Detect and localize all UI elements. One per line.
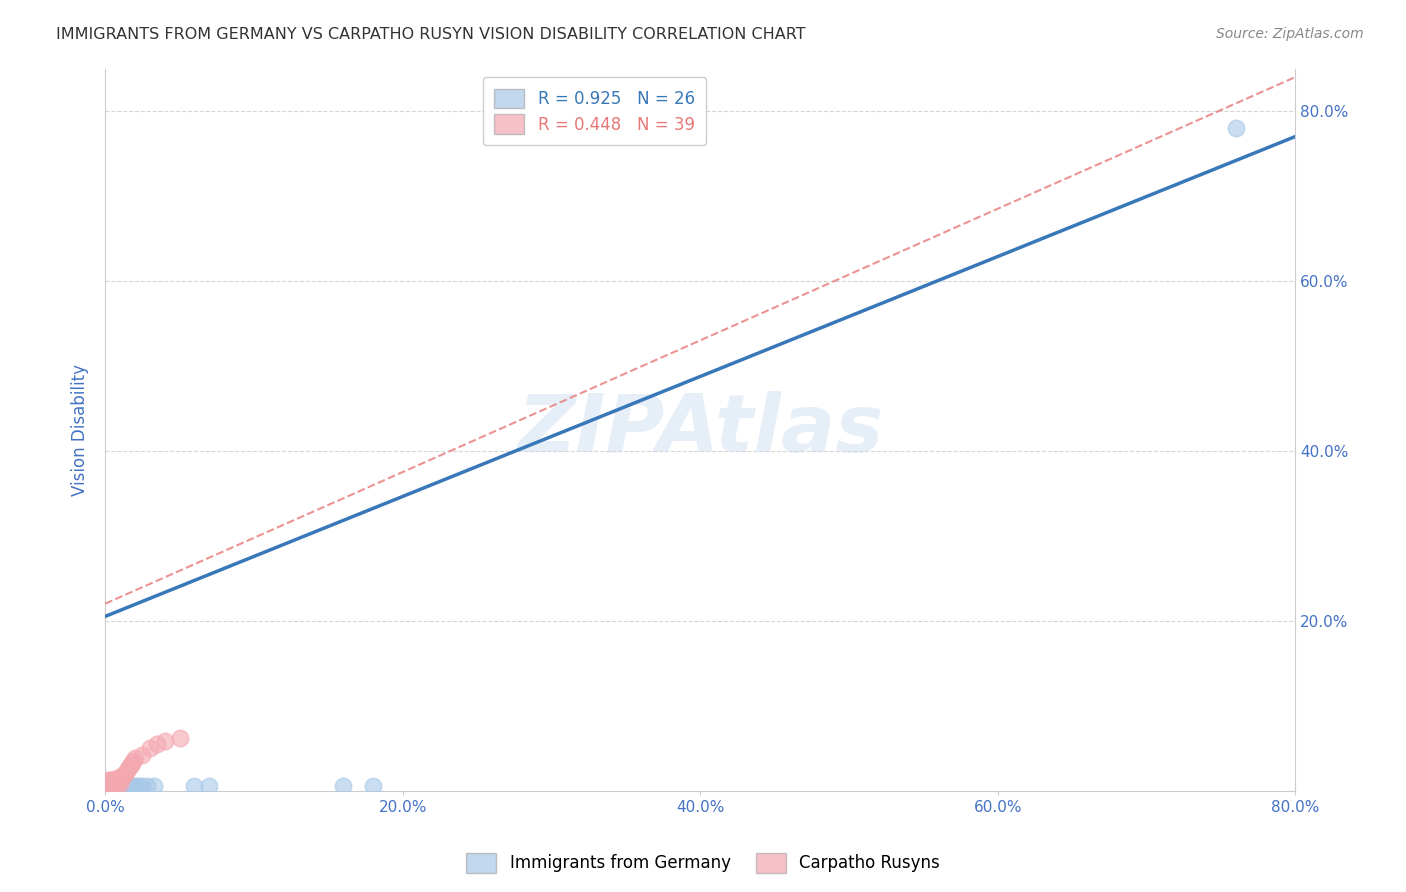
Point [104, 777, 127, 791]
Point [117, 779, 139, 793]
Point [112, 768, 135, 782]
Point [96, 779, 118, 793]
Point [183, 779, 205, 793]
Point [105, 777, 128, 791]
Point [107, 773, 129, 788]
Legend: Immigrants from Germany, Carpatho Rusyns: Immigrants from Germany, Carpatho Rusyns [460, 847, 946, 880]
Point [108, 777, 131, 791]
Point [96, 777, 118, 791]
Point [98, 777, 121, 791]
Point [124, 779, 146, 793]
Point [118, 760, 141, 774]
Point [100, 779, 122, 793]
Point [153, 734, 176, 748]
Point [121, 779, 143, 793]
Text: IMMIGRANTS FROM GERMANY VS CARPATHO RUSYN VISION DISABILITY CORRELATION CHART: IMMIGRANTS FROM GERMANY VS CARPATHO RUSY… [56, 27, 806, 42]
Point [198, 779, 221, 793]
Point [143, 779, 166, 793]
Point [101, 773, 124, 788]
Point [110, 779, 132, 793]
Point [131, 779, 153, 793]
Point [101, 779, 124, 793]
Point [135, 779, 157, 793]
Point [110, 771, 132, 785]
Point [124, 751, 146, 765]
Point [115, 764, 138, 779]
Point [97, 773, 120, 788]
Point [120, 758, 142, 772]
Point [98, 779, 121, 793]
Point [127, 779, 149, 793]
Point [96, 775, 118, 789]
Point [105, 771, 128, 785]
Point [108, 771, 131, 785]
Point [98, 773, 121, 788]
Legend: R = 0.925   N = 26, R = 0.448   N = 39: R = 0.925 N = 26, R = 0.448 N = 39 [482, 77, 706, 145]
Point [97, 779, 120, 793]
Text: Source: ZipAtlas.com: Source: ZipAtlas.com [1216, 27, 1364, 41]
Point [100, 773, 122, 788]
Point [332, 779, 354, 793]
Point [361, 779, 384, 793]
Point [117, 762, 139, 776]
Text: ZIPAtlas: ZIPAtlas [517, 391, 883, 468]
Point [112, 779, 135, 793]
Point [121, 756, 143, 771]
Point [103, 777, 125, 791]
Point [104, 779, 127, 793]
Point [108, 779, 131, 793]
Point [97, 777, 120, 791]
Point [104, 773, 127, 788]
Point [122, 754, 145, 768]
Point [100, 779, 122, 793]
Point [114, 779, 136, 793]
Point [105, 779, 128, 793]
Point [118, 779, 141, 793]
Point [115, 779, 138, 793]
Point [101, 779, 124, 793]
Point [100, 777, 122, 791]
Point [131, 747, 153, 762]
Point [101, 777, 124, 791]
Point [146, 737, 169, 751]
Point [97, 779, 120, 793]
Y-axis label: Vision Disability: Vision Disability [72, 364, 89, 496]
Point [1225, 120, 1247, 135]
Point [103, 773, 125, 788]
Point [103, 779, 125, 793]
Point [107, 779, 129, 793]
Point [139, 741, 162, 756]
Point [114, 766, 136, 780]
Point [169, 731, 191, 745]
Point [98, 779, 121, 793]
